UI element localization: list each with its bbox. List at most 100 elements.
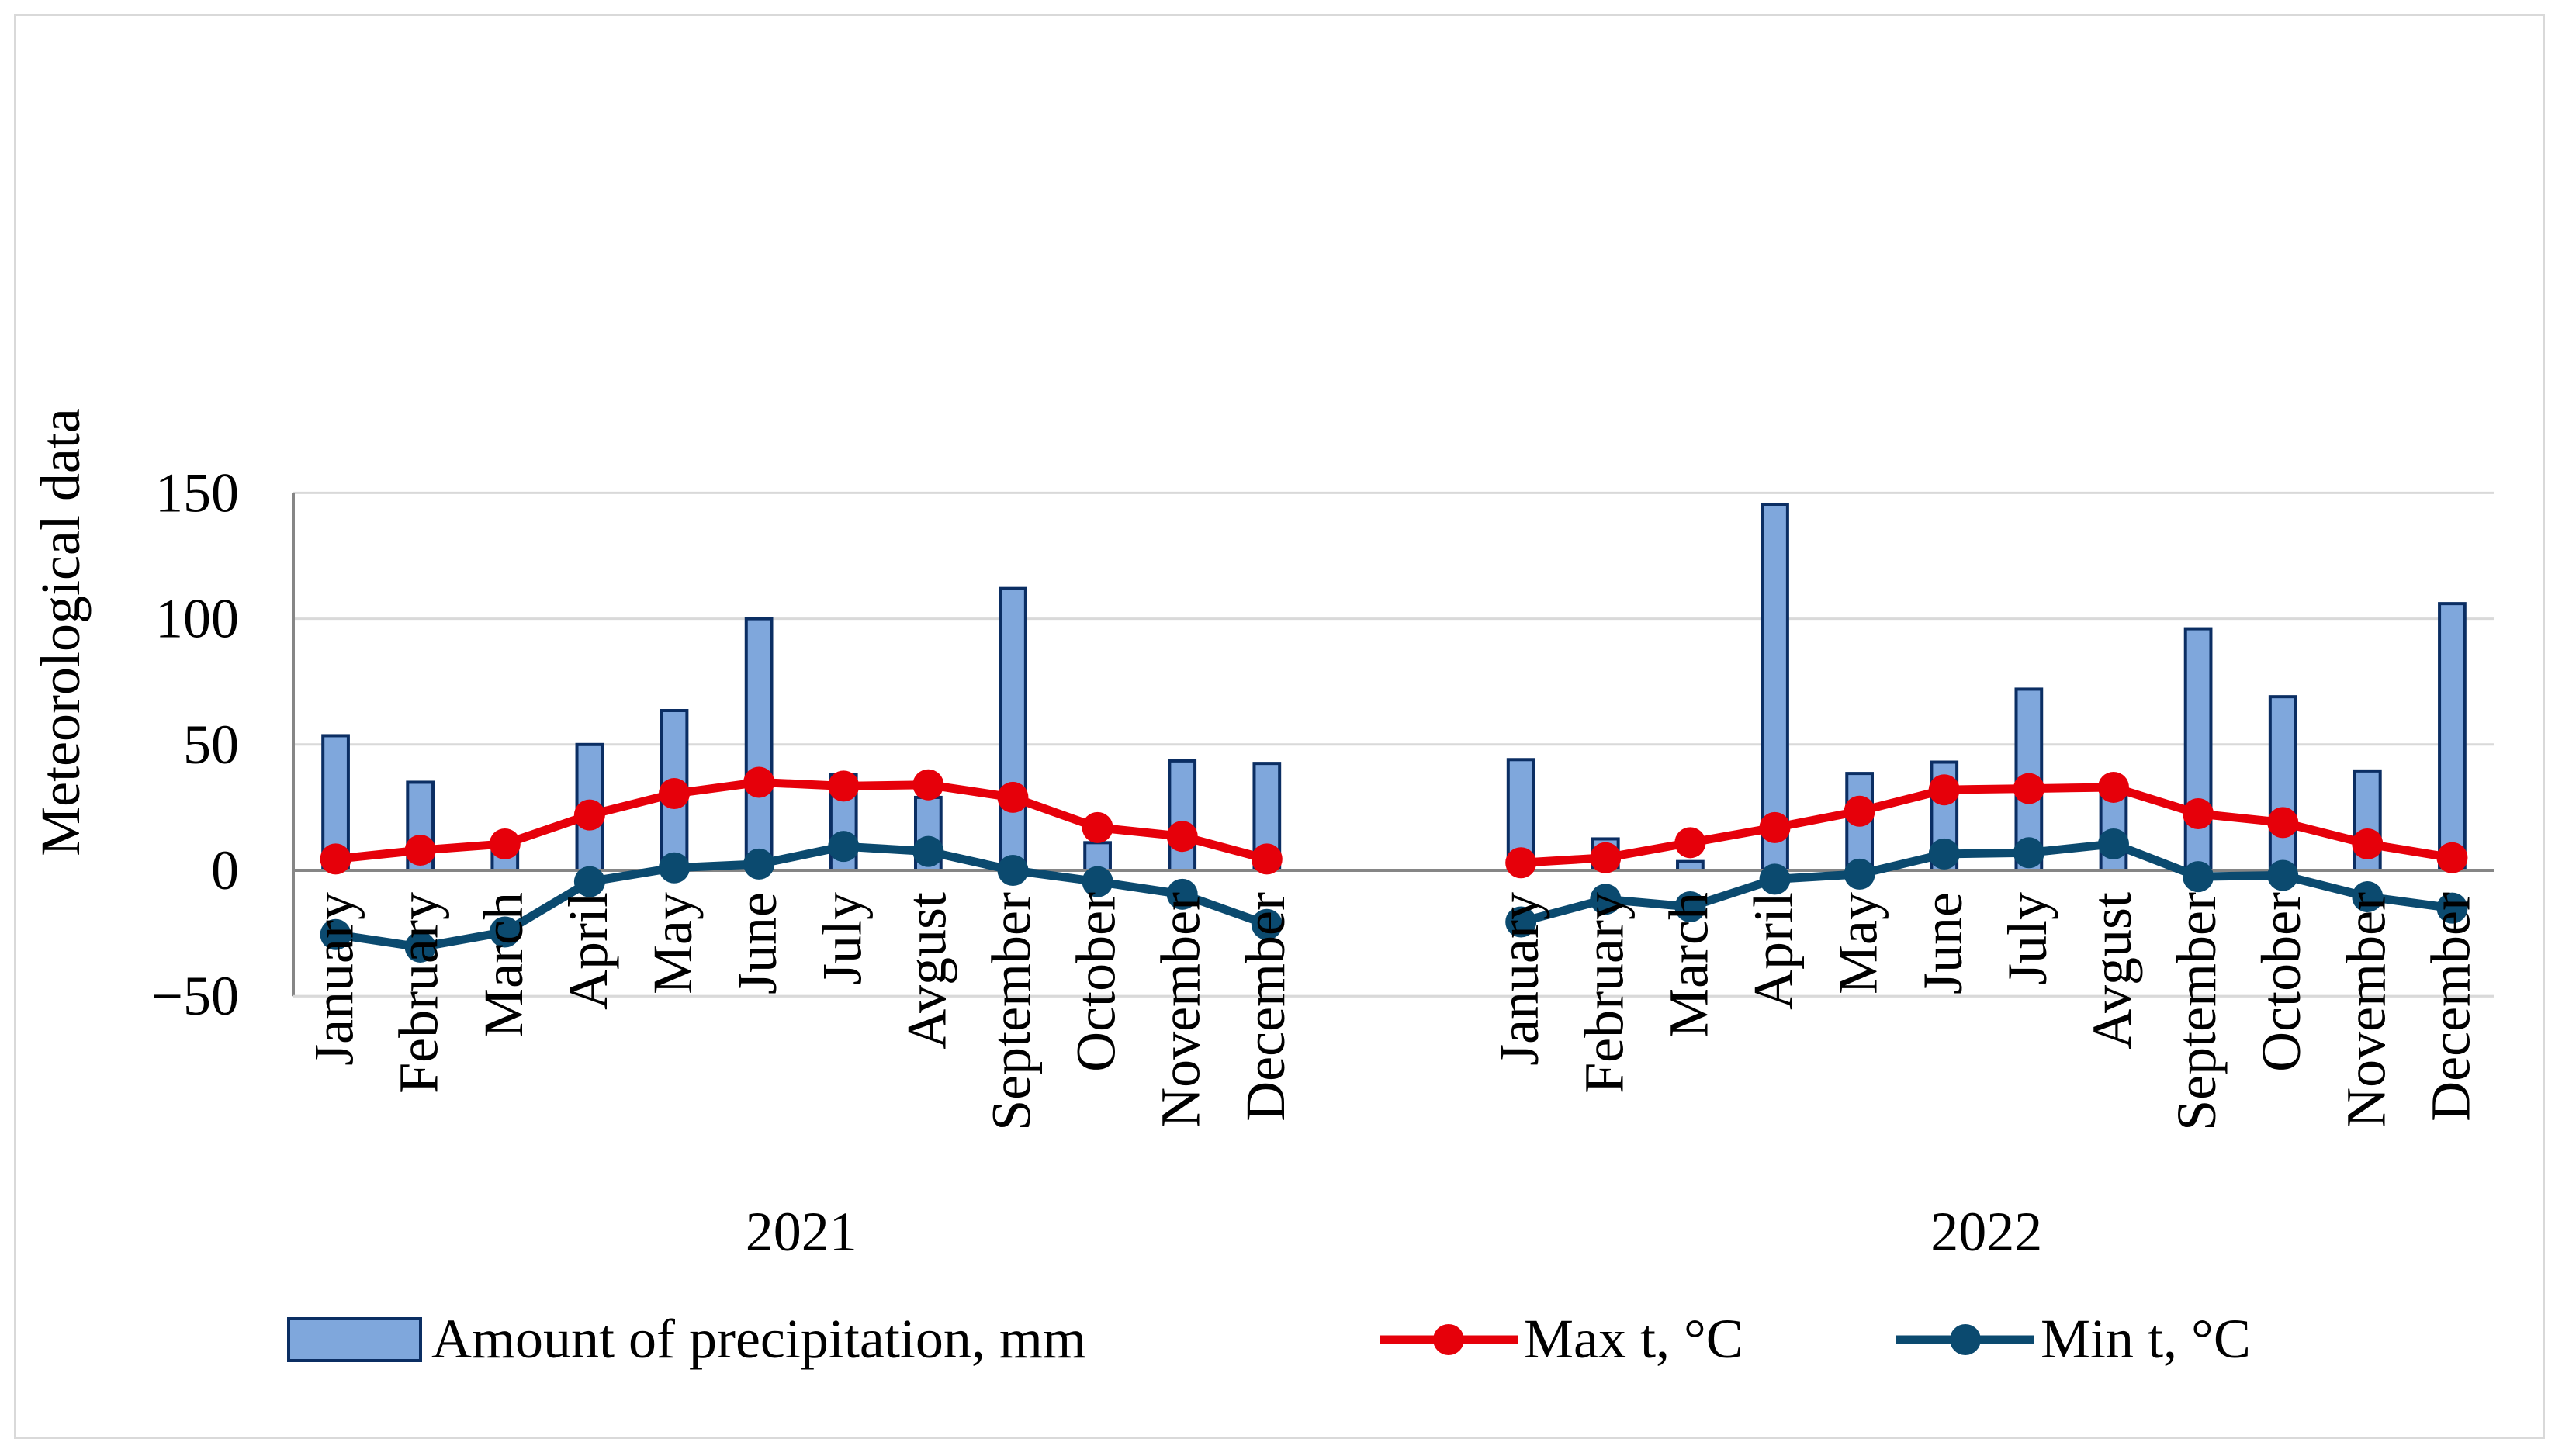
min-temp-point bbox=[2183, 861, 2214, 893]
min-temp-point bbox=[1759, 863, 1791, 895]
max-temp-point bbox=[573, 799, 605, 831]
max-temp-point bbox=[2267, 807, 2299, 839]
y-tick-label: 0 bbox=[211, 839, 239, 901]
min-temp-point bbox=[573, 866, 605, 897]
legend-marker-min-temp bbox=[1950, 1324, 1981, 1355]
max-temp-point bbox=[1759, 811, 1791, 843]
min-temp-point bbox=[1928, 838, 1960, 870]
min-temp-point bbox=[2267, 859, 2299, 891]
max-temp-point bbox=[1505, 847, 1537, 879]
max-temp-point bbox=[743, 766, 775, 798]
legend-label-min-temp: Min t, °C bbox=[2041, 1308, 2251, 1370]
max-temp-point bbox=[404, 835, 436, 866]
precipitation-bar bbox=[2268, 695, 2297, 872]
x-tick-label: November bbox=[1150, 892, 1212, 1128]
x-tick-labels: January February March April May June July Avgu… bbox=[303, 892, 2482, 1263]
min-temp-point bbox=[1505, 906, 1537, 938]
min-temp-point bbox=[912, 835, 944, 867]
legend-swatch-precipitation bbox=[287, 1317, 422, 1362]
x-tick-label: February bbox=[1573, 892, 1635, 1094]
legend-label-precipitation: Amount of precipitation, mm bbox=[431, 1308, 1086, 1370]
min-temp-point bbox=[659, 852, 691, 884]
max-temp-point bbox=[1590, 842, 1622, 873]
x-tick-label: Avgust bbox=[2081, 892, 2143, 1050]
max-temp-point bbox=[2097, 771, 2129, 803]
legend: Amount of precipitation, mm Max t, °C Min … bbox=[287, 1308, 2251, 1370]
max-temp-point bbox=[1844, 795, 1875, 827]
x-tick-label: March bbox=[473, 892, 535, 1038]
min-temp-point bbox=[2013, 837, 2044, 869]
min-temp-point bbox=[997, 855, 1029, 886]
x-tick-label: March bbox=[1657, 892, 1719, 1038]
x-tick-label: April bbox=[557, 892, 619, 1010]
max-temp-point bbox=[2183, 798, 2214, 830]
min-temp-point bbox=[743, 848, 775, 880]
x-tick-label: October bbox=[1065, 892, 1127, 1072]
max-temp-point bbox=[1166, 821, 1198, 853]
x-tick-label: Avgust bbox=[895, 892, 957, 1050]
min-temp-point bbox=[2436, 892, 2468, 924]
y-tick-label: 150 bbox=[155, 462, 239, 524]
x-tick-label: January bbox=[1488, 892, 1550, 1066]
min-temp-point bbox=[404, 931, 436, 963]
max-temp-point bbox=[1251, 843, 1283, 875]
min-temp-point bbox=[2097, 828, 2129, 859]
max-temp-line bbox=[331, 777, 1272, 863]
max-temp-point bbox=[828, 770, 860, 802]
y-tick-labels: −50 0 50 100 150 bbox=[151, 462, 239, 1027]
max-temp-point bbox=[1674, 827, 1706, 859]
x-tick-label: November bbox=[2335, 892, 2397, 1128]
min-temp-point bbox=[1844, 858, 1875, 890]
x-tick-label: September bbox=[980, 892, 1042, 1131]
y-tick-label: −50 bbox=[151, 965, 239, 1027]
x-tick-label: June bbox=[1912, 892, 1974, 994]
max-temp-point bbox=[1082, 811, 1113, 843]
group-label-2021: 2021 bbox=[746, 1201, 857, 1263]
min-temp-point bbox=[828, 831, 860, 863]
precipitation-bar bbox=[999, 586, 1027, 872]
max-temp-point bbox=[489, 828, 521, 859]
x-tick-label: December bbox=[2419, 892, 2481, 1122]
max-temp-point bbox=[320, 843, 351, 875]
group-label-2022: 2022 bbox=[1930, 1201, 2042, 1263]
precipitation-bar bbox=[1761, 502, 1789, 872]
x-tick-label: December bbox=[1234, 892, 1297, 1122]
max-temp-point bbox=[2013, 773, 2044, 804]
x-tick-label: May bbox=[1827, 892, 1889, 994]
precipitation-bar bbox=[2183, 627, 2213, 872]
precipitation-bar bbox=[744, 617, 774, 872]
min-temp-point bbox=[1590, 884, 1622, 915]
min-temp-point bbox=[1674, 891, 1706, 923]
min-temp-point bbox=[320, 918, 351, 950]
x-tick-label: July bbox=[1996, 892, 2058, 985]
chart-frame bbox=[14, 14, 2545, 1439]
precipitation-bar bbox=[2438, 602, 2467, 872]
min-temp-point bbox=[1082, 866, 1113, 897]
max-temp-point bbox=[2352, 828, 2384, 859]
max-temp-point bbox=[2436, 842, 2468, 873]
x-tick-label: February bbox=[388, 892, 450, 1094]
y-tick-label: 50 bbox=[183, 714, 239, 776]
grid-lines bbox=[293, 491, 2494, 998]
x-tick-label: April bbox=[1743, 892, 1805, 1010]
x-tick-label: September bbox=[2166, 892, 2228, 1131]
y-tick-label: 100 bbox=[155, 588, 239, 650]
x-tick-label: June bbox=[726, 892, 788, 994]
temperature-lines bbox=[320, 766, 2468, 963]
max-temp-point bbox=[997, 781, 1029, 813]
max-temp-point bbox=[1928, 774, 1960, 806]
min-temp-point bbox=[1166, 878, 1198, 910]
max-temp-point bbox=[912, 769, 944, 801]
min-temp-point bbox=[489, 916, 521, 948]
x-tick-label: July bbox=[811, 892, 873, 985]
precipitation-bar bbox=[1168, 759, 1197, 872]
legend-label-max-temp: Max t, °C bbox=[1524, 1308, 1743, 1370]
x-tick-label: May bbox=[642, 892, 704, 994]
x-tick-label: January bbox=[303, 892, 365, 1066]
min-temp-point bbox=[2352, 881, 2384, 913]
legend-marker-max-temp bbox=[1433, 1324, 1464, 1355]
y-axis-label: Meteorological data bbox=[29, 408, 92, 856]
precipitation-bars bbox=[321, 502, 2467, 873]
x-tick-label: October bbox=[2250, 892, 2312, 1072]
